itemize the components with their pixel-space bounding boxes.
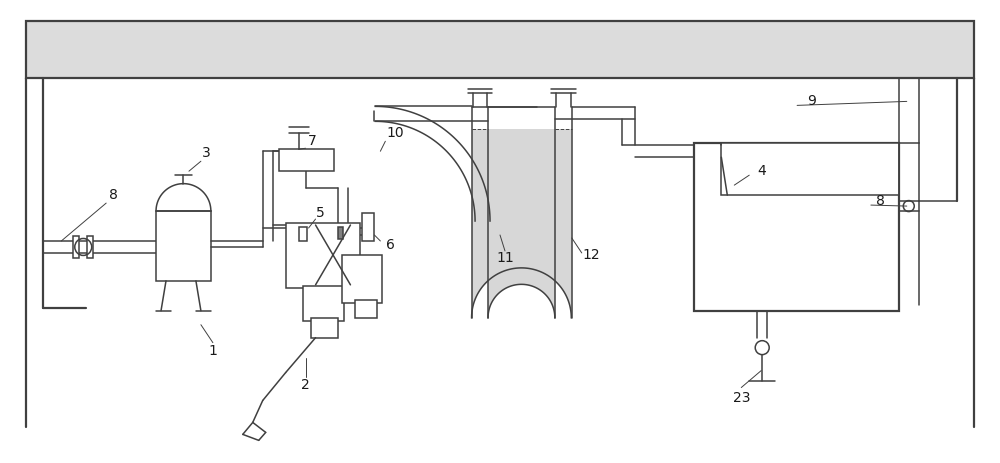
Text: 9: 9 — [807, 94, 816, 108]
Text: 6: 6 — [386, 238, 395, 252]
Text: 7: 7 — [308, 134, 317, 148]
Bar — [311, 318, 338, 338]
Bar — [299, 227, 307, 241]
Polygon shape — [472, 129, 572, 318]
Bar — [286, 223, 360, 288]
Bar — [303, 286, 344, 321]
Text: 1: 1 — [208, 344, 217, 357]
Text: 5: 5 — [316, 206, 325, 220]
Bar — [26, 21, 974, 78]
Bar — [721, 143, 899, 195]
Text: 3: 3 — [202, 146, 210, 160]
Bar — [694, 143, 899, 311]
Bar — [87, 236, 93, 258]
Text: 23: 23 — [733, 390, 750, 405]
Bar — [338, 227, 343, 239]
Text: 2: 2 — [301, 377, 310, 392]
Bar — [362, 213, 374, 241]
Text: 8: 8 — [109, 188, 118, 202]
Bar — [279, 149, 334, 171]
Text: 12: 12 — [583, 248, 601, 262]
Text: 10: 10 — [387, 126, 404, 140]
Text: 4: 4 — [757, 164, 766, 178]
Bar — [342, 255, 382, 303]
Text: 8: 8 — [876, 194, 885, 208]
Bar — [156, 211, 211, 281]
Bar — [355, 300, 377, 318]
Bar — [73, 236, 79, 258]
Text: 11: 11 — [496, 251, 514, 265]
